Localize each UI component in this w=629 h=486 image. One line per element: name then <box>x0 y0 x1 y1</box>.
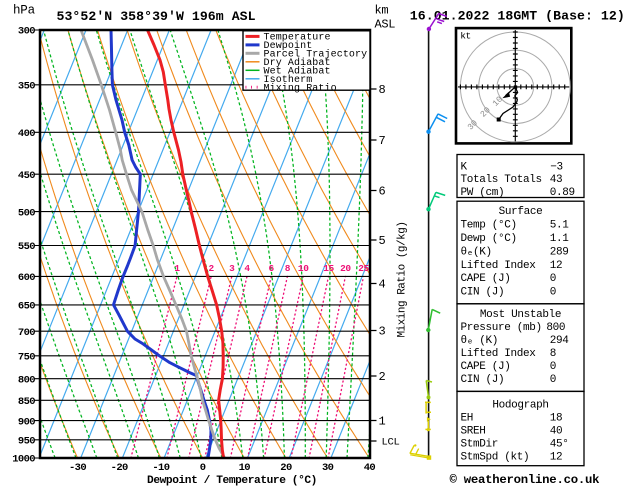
svg-text:K: K <box>461 161 468 173</box>
svg-text:650: 650 <box>18 301 35 313</box>
svg-text:12: 12 <box>550 452 563 464</box>
svg-text:3: 3 <box>229 263 235 274</box>
svg-text:4: 4 <box>379 278 386 292</box>
svg-text:Temp (°C): Temp (°C) <box>461 220 517 232</box>
svg-text:0: 0 <box>550 286 556 298</box>
svg-text:750: 750 <box>18 352 35 364</box>
svg-text:Dry Adiabat: Dry Adiabat <box>264 57 331 69</box>
svg-text:SREH: SREH <box>461 426 486 438</box>
svg-text:LCL: LCL <box>382 437 400 449</box>
svg-text:Pressure (mb): Pressure (mb) <box>461 322 542 334</box>
svg-text:PW (cm): PW (cm) <box>461 187 505 199</box>
svg-text:40: 40 <box>550 426 563 438</box>
svg-text:10: 10 <box>298 263 309 274</box>
svg-text:3: 3 <box>379 325 386 339</box>
svg-text:Isotherm: Isotherm <box>264 74 313 86</box>
svg-text:0: 0 <box>550 374 556 386</box>
svg-text:18: 18 <box>550 413 563 425</box>
svg-text:45°: 45° <box>550 439 569 451</box>
svg-text:43: 43 <box>550 174 563 186</box>
svg-text:900: 900 <box>18 416 35 428</box>
svg-text:550: 550 <box>18 241 35 253</box>
svg-text:0.89: 0.89 <box>550 187 575 199</box>
svg-text:Temperature: Temperature <box>264 33 331 44</box>
svg-text:30: 30 <box>322 462 334 474</box>
svg-text:800: 800 <box>546 322 565 334</box>
svg-text:CAPE (J): CAPE (J) <box>461 361 511 373</box>
svg-text:25: 25 <box>358 263 369 274</box>
svg-text:300: 300 <box>18 26 35 38</box>
svg-text:600: 600 <box>18 272 35 284</box>
svg-text:800: 800 <box>18 374 35 386</box>
svg-text:12: 12 <box>550 260 563 272</box>
svg-text:Totals Totals: Totals Totals <box>461 174 542 186</box>
svg-text:20: 20 <box>340 263 351 274</box>
svg-text:-20: -20 <box>111 462 128 474</box>
svg-text:StmSpd (kt): StmSpd (kt) <box>461 452 530 464</box>
svg-text:CAPE (J): CAPE (J) <box>461 273 511 285</box>
svg-text:km: km <box>375 4 389 18</box>
svg-text:Parcel Trajectory: Parcel Trajectory <box>264 49 368 61</box>
svg-text:10: 10 <box>239 462 251 474</box>
svg-text:700: 700 <box>18 327 35 339</box>
svg-text:Dewpoint / Temperature (°C): Dewpoint / Temperature (°C) <box>147 475 317 486</box>
svg-text:450: 450 <box>18 170 35 182</box>
svg-text:0: 0 <box>200 462 206 474</box>
svg-text:15: 15 <box>323 263 334 274</box>
svg-text:kt: kt <box>460 31 471 42</box>
svg-text:1: 1 <box>174 263 180 274</box>
svg-text:Mixing Ratio: Mixing Ratio <box>264 82 337 94</box>
svg-text:θₑ (K): θₑ (K) <box>461 335 499 347</box>
svg-text:StmDir: StmDir <box>461 439 499 451</box>
svg-text:7: 7 <box>379 134 386 148</box>
svg-text:EH: EH <box>461 413 474 425</box>
svg-text:Mixing Ratio (g/kg): Mixing Ratio (g/kg) <box>397 222 409 338</box>
svg-text:CIN (J): CIN (J) <box>461 374 505 386</box>
svg-text:4: 4 <box>244 263 250 274</box>
svg-text:Lifted Index: Lifted Index <box>461 348 537 360</box>
svg-text:1: 1 <box>379 415 386 429</box>
svg-text:2: 2 <box>209 263 215 274</box>
svg-text:-10: -10 <box>152 462 169 474</box>
svg-text:2: 2 <box>379 370 386 384</box>
svg-text:ASL: ASL <box>375 18 396 32</box>
svg-text:16.01.2022 18GMT (Base: 12): 16.01.2022 18GMT (Base: 12) <box>410 9 625 24</box>
svg-text:5: 5 <box>379 234 386 248</box>
svg-text:CIN (J): CIN (J) <box>461 286 505 298</box>
svg-text:Dewpoint: Dewpoint <box>264 40 313 52</box>
svg-text:5.1: 5.1 <box>550 220 570 232</box>
svg-text:Lifted Index: Lifted Index <box>461 260 537 272</box>
svg-text:0: 0 <box>550 361 556 373</box>
svg-text:8: 8 <box>285 263 291 274</box>
svg-text:850: 850 <box>18 396 35 408</box>
svg-text:Dewp (°C): Dewp (°C) <box>461 233 517 245</box>
svg-text:500: 500 <box>18 207 35 219</box>
svg-text:1000: 1000 <box>12 454 35 466</box>
svg-text:20: 20 <box>280 462 292 474</box>
svg-text:1.1: 1.1 <box>550 233 570 245</box>
svg-text:950: 950 <box>18 436 35 448</box>
svg-text:400: 400 <box>18 128 35 140</box>
svg-text:−3: −3 <box>550 161 563 173</box>
svg-text:6: 6 <box>269 263 275 274</box>
svg-text:350: 350 <box>18 81 35 93</box>
svg-text:-30: -30 <box>69 462 86 474</box>
svg-text:294: 294 <box>550 335 570 347</box>
svg-text:8: 8 <box>550 348 556 360</box>
svg-text:0: 0 <box>550 273 556 285</box>
svg-text:Hodograph: Hodograph <box>492 399 548 411</box>
svg-text:8: 8 <box>379 83 386 97</box>
svg-text:Most Unstable: Most Unstable <box>480 309 561 321</box>
svg-text:θₑ(K): θₑ(K) <box>461 247 492 259</box>
svg-text:6: 6 <box>379 185 386 199</box>
svg-text:53°52'N 358°39'W 196m ASL: 53°52'N 358°39'W 196m ASL <box>57 9 256 24</box>
svg-text:Surface: Surface <box>499 206 543 218</box>
svg-text:© weatheronline.co.uk: © weatheronline.co.uk <box>450 473 601 486</box>
svg-text:289: 289 <box>550 247 569 259</box>
svg-text:Wet Adiabat: Wet Adiabat <box>264 66 331 78</box>
svg-text:hPa: hPa <box>13 4 36 18</box>
svg-text:40: 40 <box>364 462 376 474</box>
